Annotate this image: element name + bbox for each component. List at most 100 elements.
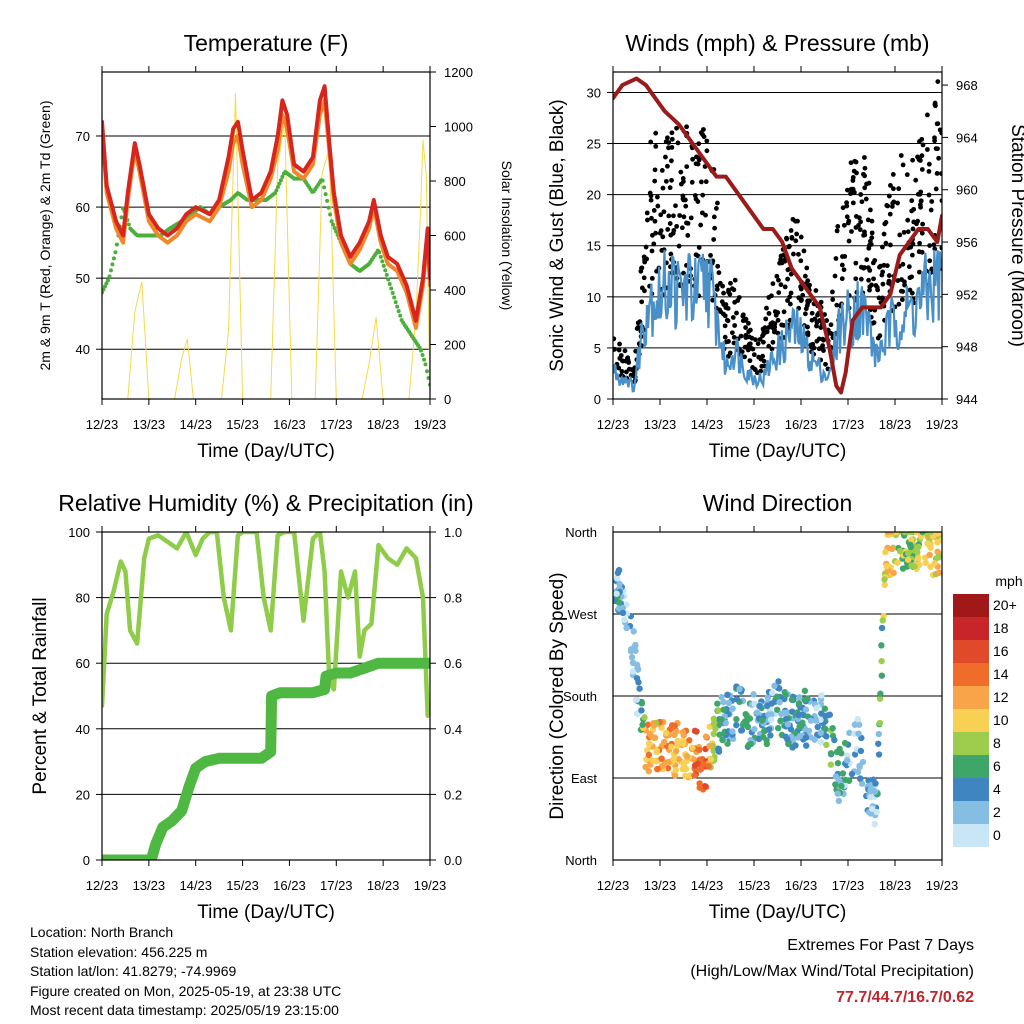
- gust-point: [766, 311, 772, 316]
- gust-point: [714, 287, 720, 292]
- x-tick-label: 19/23: [414, 417, 447, 432]
- gust-point: [638, 268, 644, 274]
- direction-point: [835, 797, 843, 805]
- direction-point: [670, 756, 677, 763]
- humidity-frame: [101, 531, 431, 861]
- direction-point: [789, 708, 796, 715]
- x-axis-label: Time (Day/UTC): [709, 902, 847, 923]
- direction-point: [857, 747, 865, 755]
- y-tick-label: East: [571, 771, 597, 786]
- dewpoint-point: [323, 192, 328, 197]
- gust-point: [731, 334, 737, 340]
- dewpoint-point: [104, 281, 109, 286]
- direction-point: [827, 761, 835, 768]
- direction-point: [719, 736, 726, 744]
- x-tick-label: 17/23: [832, 417, 865, 432]
- direction-point: [653, 758, 660, 765]
- gust-point: [785, 298, 790, 303]
- gust-point: [919, 167, 925, 172]
- direction-point: [690, 756, 698, 763]
- colorbar-swatch: [953, 755, 989, 778]
- gust-point: [644, 217, 650, 223]
- gust-point: [698, 222, 704, 228]
- x-tick-label: 14/23: [179, 417, 212, 432]
- gust-point: [900, 261, 906, 267]
- y-tick-label: 40: [76, 342, 90, 357]
- gust-point: [722, 323, 728, 329]
- gust-point: [622, 348, 628, 354]
- x-tick-label: 15/23: [738, 417, 771, 432]
- direction-point: [633, 675, 641, 682]
- dewpoint-point: [390, 291, 395, 296]
- gust-point: [700, 192, 706, 198]
- gust-point: [895, 200, 900, 206]
- gust-point: [766, 295, 772, 300]
- gust-point: [895, 278, 901, 283]
- gust-point: [681, 214, 687, 220]
- direction-point: [718, 716, 725, 723]
- gust-point: [927, 243, 933, 248]
- gust-point: [732, 277, 738, 283]
- gust-point: [899, 297, 905, 303]
- gust-point: [693, 161, 699, 167]
- gust-point: [743, 318, 748, 323]
- y-tick-label: 25: [587, 137, 601, 152]
- direction-point: [814, 723, 821, 731]
- direction-point: [720, 698, 727, 706]
- direction-point: [935, 569, 942, 577]
- dewpoint-point: [387, 281, 392, 286]
- gust-point: [711, 214, 717, 220]
- direction-point: [722, 719, 729, 727]
- x-tick-label: 17/23: [320, 417, 353, 432]
- y-tick-label-right: 964: [956, 130, 978, 145]
- gust-point: [760, 333, 765, 339]
- dewpoint-point: [325, 198, 330, 203]
- gust-point: [759, 363, 765, 369]
- gust-point: [868, 241, 874, 247]
- gust-point: [626, 360, 632, 365]
- direction-point: [821, 705, 829, 712]
- direction-point: [855, 721, 863, 728]
- direction-point: [773, 706, 781, 713]
- gust-point: [832, 273, 838, 279]
- y-tick-label-right: 952: [956, 287, 978, 302]
- x-tick-label: 15/23: [226, 417, 259, 432]
- gust-point: [776, 277, 781, 283]
- dewpoint-point: [277, 181, 282, 186]
- colorbar-swatch: [953, 801, 989, 824]
- gust-point: [701, 134, 707, 140]
- gust-point: [684, 220, 689, 226]
- gust-point: [679, 225, 685, 231]
- gust-point: [918, 198, 924, 204]
- direction-point: [776, 699, 783, 706]
- direction-point: [802, 706, 810, 713]
- gust-point: [639, 299, 645, 305]
- direction-point: [807, 734, 814, 741]
- gust-point: [663, 154, 668, 160]
- y-tick-label: 0: [83, 853, 90, 868]
- gust-point: [939, 198, 942, 204]
- x-tick-label: 19/23: [926, 878, 959, 893]
- direction-point: [774, 724, 782, 732]
- gust-point: [840, 254, 845, 259]
- direction-point: [831, 736, 838, 744]
- direction-point: [858, 780, 866, 787]
- direction-point: [919, 532, 926, 536]
- y-tick-label: 20: [76, 787, 90, 802]
- gust-point: [772, 321, 778, 327]
- gust-point: [850, 174, 856, 180]
- y-tick-label-right: 600: [444, 229, 466, 244]
- gust-point: [623, 369, 629, 375]
- direction-point: [768, 711, 775, 718]
- direction-point: [875, 751, 883, 758]
- gust-point: [781, 309, 787, 315]
- direction-point: [884, 532, 892, 536]
- gust-point: [690, 156, 696, 162]
- direction-point: [616, 580, 623, 588]
- direction-point: [683, 753, 691, 760]
- gust-point: [655, 203, 661, 209]
- gust-point: [756, 354, 762, 360]
- gust-point: [613, 336, 617, 342]
- gust-point: [760, 339, 766, 345]
- gust-point: [844, 203, 850, 209]
